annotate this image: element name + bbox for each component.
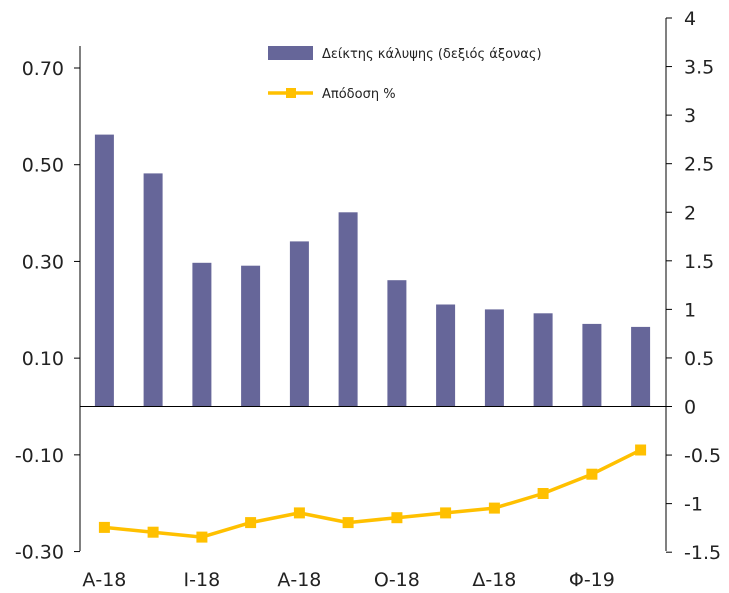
right-axis-tick-label: -0.5 <box>684 445 721 467</box>
line-path <box>104 448 642 539</box>
line-point-7 <box>440 507 452 519</box>
right-axis-tick-label: 3.5 <box>684 57 714 79</box>
left-axis-tick-label: 0.70 <box>22 58 64 80</box>
legend-bar-label: Δείκτης κάλυψης (δεξιός άξονας) <box>322 47 542 62</box>
bar-10 <box>582 323 602 407</box>
left-axis-tick-label: 0.30 <box>22 251 64 273</box>
line-point-2 <box>196 531 208 543</box>
line-point-8 <box>488 502 500 514</box>
right-axis-tick-label: 1 <box>684 299 696 321</box>
x-axis-tick-label: Φ-19 <box>569 569 615 591</box>
bar-6 <box>387 280 407 407</box>
legend-line-label: Απόδοση % <box>322 87 396 102</box>
bar-series <box>94 134 651 407</box>
right-axis-tick-label: 3 <box>684 105 696 127</box>
line-point-5 <box>342 517 354 529</box>
line-point-1 <box>147 526 159 538</box>
right-axis-tick-label: -1 <box>684 494 703 516</box>
legend: Δείκτης κάλυψης (δεξιός άξονας) Απόδοση % <box>268 46 542 102</box>
left-axis-tick-label: 0.50 <box>22 155 64 177</box>
line-point-9 <box>537 488 549 499</box>
right-axis-tick-label: 0 <box>684 397 696 419</box>
line-point-10 <box>586 468 598 480</box>
bar-1 <box>143 173 163 407</box>
x-axis-tick-label: Α-18 <box>277 569 321 591</box>
bar-9 <box>533 313 553 407</box>
line-point-6 <box>391 512 403 524</box>
left-axis-tick-label: -0.30 <box>15 542 64 564</box>
axes: 0.700.500.300.10-0.10-0.3043.532.521.510… <box>15 8 721 591</box>
legend-line-marker <box>286 88 296 98</box>
x-axis-tick-label: Δ-18 <box>472 569 516 591</box>
right-axis-tick-label: 4 <box>684 8 696 30</box>
x-axis-tick-label: Ο-18 <box>374 569 420 591</box>
bar-5 <box>338 212 358 407</box>
right-axis-tick-label: 1.5 <box>684 251 714 273</box>
right-axis-tick-label: 0.5 <box>684 348 714 370</box>
right-axis-tick-label: 2.5 <box>684 154 714 176</box>
bar-11 <box>631 326 651 407</box>
left-axis-tick-label: 0.10 <box>22 348 64 370</box>
left-axis-tick-label: -0.10 <box>15 445 64 467</box>
legend-bar-swatch <box>268 46 313 60</box>
bar-2 <box>192 262 212 407</box>
bar-7 <box>436 304 456 407</box>
bar-4 <box>289 241 309 407</box>
bar-0 <box>94 134 114 407</box>
x-axis-tick-label: Α-18 <box>82 569 126 591</box>
right-axis-tick-label: 2 <box>684 202 696 224</box>
right-axis-tick-label: -1.5 <box>684 542 721 564</box>
line-point-3 <box>245 517 257 529</box>
bar-8 <box>484 309 504 407</box>
line-point-0 <box>98 521 110 533</box>
line-series <box>98 444 647 543</box>
line-point-11 <box>635 444 647 456</box>
line-point-4 <box>293 507 305 519</box>
bar-3 <box>241 265 261 407</box>
x-axis-tick-label: Ι-18 <box>184 569 221 591</box>
